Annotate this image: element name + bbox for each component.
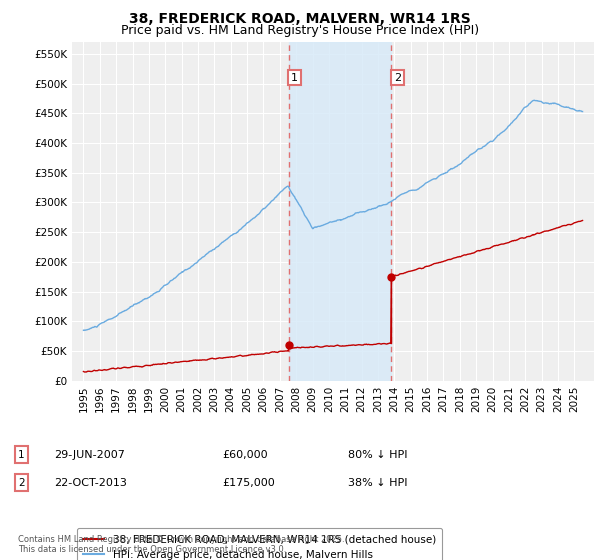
Text: £175,000: £175,000: [222, 478, 275, 488]
Text: 80% ↓ HPI: 80% ↓ HPI: [348, 450, 407, 460]
Text: £60,000: £60,000: [222, 450, 268, 460]
Text: 2: 2: [18, 478, 25, 488]
Text: Price paid vs. HM Land Registry's House Price Index (HPI): Price paid vs. HM Land Registry's House …: [121, 24, 479, 37]
Text: Contains HM Land Registry data © Crown copyright and database right 2025.
This d: Contains HM Land Registry data © Crown c…: [18, 535, 344, 554]
Bar: [289, 42, 391, 381]
Legend: 38, FREDERICK ROAD, MALVERN, WR14 1RS (detached house), HPI: Average price, deta: 38, FREDERICK ROAD, MALVERN, WR14 1RS (d…: [77, 528, 442, 560]
Text: 1: 1: [291, 73, 298, 83]
Text: 22-OCT-2013: 22-OCT-2013: [54, 478, 127, 488]
Text: 1: 1: [18, 450, 25, 460]
Text: 38% ↓ HPI: 38% ↓ HPI: [348, 478, 407, 488]
Text: 38, FREDERICK ROAD, MALVERN, WR14 1RS: 38, FREDERICK ROAD, MALVERN, WR14 1RS: [129, 12, 471, 26]
Text: 29-JUN-2007: 29-JUN-2007: [54, 450, 125, 460]
Text: 2: 2: [394, 73, 401, 83]
